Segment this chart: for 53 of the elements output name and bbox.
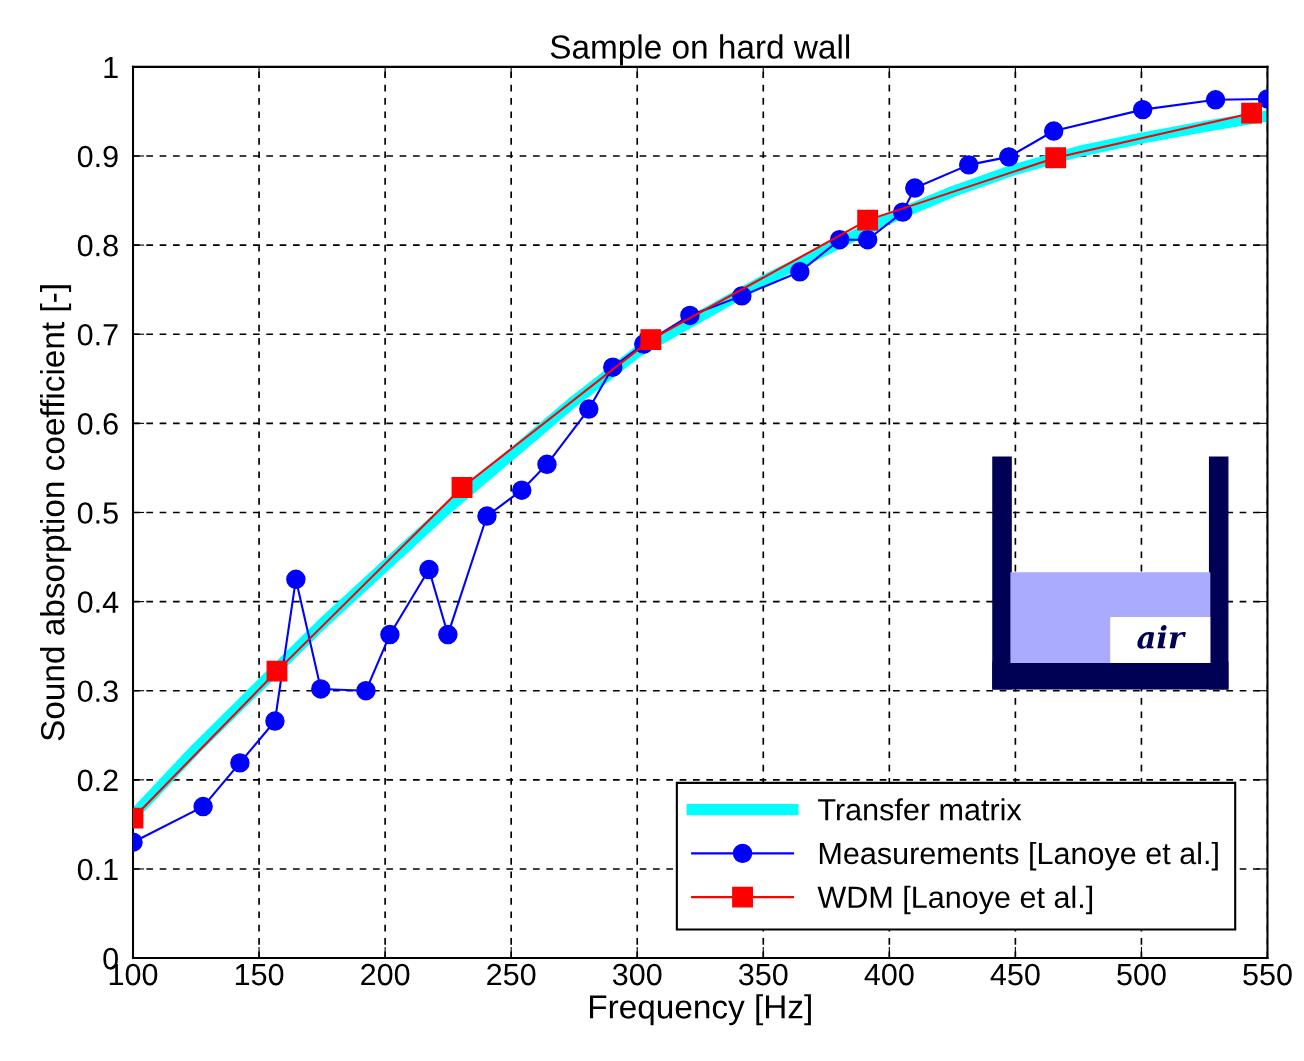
point [1045, 147, 1067, 169]
y-tick-label: 0.9 [77, 145, 118, 168]
x-tick-label: 200 [361, 963, 410, 986]
point [579, 399, 599, 419]
point [419, 559, 439, 580]
point [477, 506, 497, 526]
point [999, 147, 1019, 167]
x-tick-label: 500 [1117, 963, 1166, 986]
y-tick-label: 0.6 [77, 413, 118, 435]
point [857, 230, 878, 250]
x-tick-label: 450 [990, 963, 1040, 986]
legend-label: WDM [Lanoye et al.] [817, 885, 1093, 915]
y-tick-label: 0.8 [77, 234, 118, 257]
y-tick-label: 0.2 [77, 769, 118, 792]
point [857, 209, 879, 231]
point [438, 624, 458, 645]
point [959, 155, 979, 175]
point [311, 679, 331, 699]
x-tick-label: 550 [1243, 963, 1292, 986]
point [230, 753, 250, 773]
y-tick-label: 0.4 [77, 591, 119, 613]
point [451, 477, 473, 498]
legend-label: Transfer matrix [818, 798, 1022, 821]
point [380, 624, 400, 645]
legend-label: Measurements [Lanoye et al.] [819, 841, 1218, 871]
x-tick-label: 400 [864, 963, 914, 986]
point [790, 262, 810, 282]
point [537, 454, 557, 475]
point [640, 329, 662, 350]
point [266, 660, 288, 682]
point [193, 796, 213, 817]
point [265, 711, 285, 731]
y-tick-label: 0.3 [77, 680, 118, 703]
x-tick-label: 250 [487, 963, 536, 986]
y-tick-label: 1 [104, 56, 118, 78]
y-tick-label: 0.7 [77, 323, 118, 346]
annotation: air [1137, 625, 1186, 649]
point [512, 480, 532, 500]
point [1205, 90, 1226, 110]
x-tick-label: 150 [235, 963, 284, 986]
point [286, 569, 306, 590]
point [356, 680, 376, 701]
point [905, 178, 925, 198]
point [1043, 121, 1064, 141]
x-tick-label: 300 [612, 963, 662, 986]
chart-title: Sample on hard wall [550, 34, 850, 66]
y-axis-title: Sound absorption coefficient [-] [40, 285, 72, 741]
point [1132, 99, 1153, 120]
y-tick-label: 0.1 [77, 858, 118, 881]
x-tick-label: 350 [738, 963, 788, 986]
y-tick-label: 0.5 [77, 502, 118, 524]
point [1241, 102, 1263, 124]
x-axis-title: Frequency [Hz] [589, 994, 811, 1026]
